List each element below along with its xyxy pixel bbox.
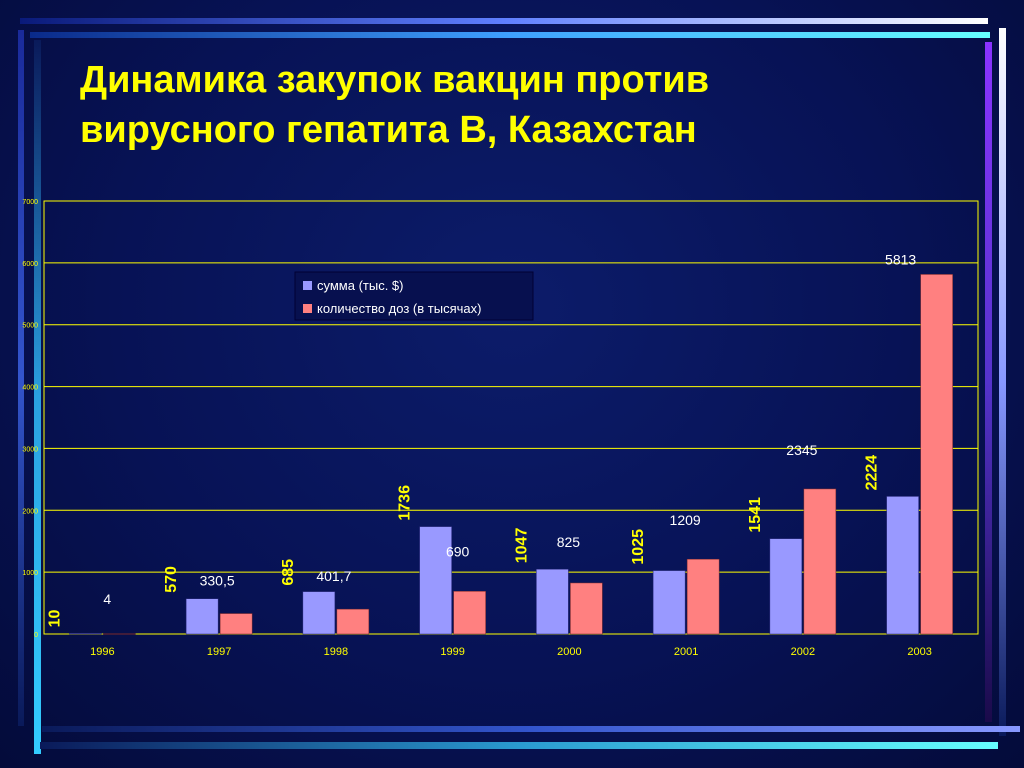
data-label-doses: 5813 [885, 251, 916, 267]
bar-sum [419, 526, 452, 635]
plot-area-frame [43, 200, 979, 635]
data-label-doses: 4 [103, 591, 111, 607]
bar-doses [920, 274, 953, 635]
frame-right-bar [985, 42, 992, 722]
frame-left-bar [18, 30, 24, 726]
bar-sum [652, 570, 686, 635]
y-tick-label: 4000 [22, 385, 38, 392]
legend-swatch-sum [303, 281, 312, 290]
y-tick-label: 2000 [22, 508, 38, 515]
y-tick-label: 0 [34, 632, 38, 639]
bar-sum [69, 633, 102, 635]
data-label-doses: 690 [446, 544, 470, 560]
x-tick-label: 2001 [674, 646, 698, 658]
frame-right-bar-2 [999, 28, 1006, 736]
data-label-sum: 1047 [513, 528, 530, 564]
bar-sum [769, 538, 803, 635]
bar-doses [570, 582, 603, 635]
data-label-sum: 570 [163, 566, 180, 593]
frame-bottom-bar [42, 726, 1020, 732]
data-label-doses: 2345 [786, 442, 817, 458]
data-label-sum: 685 [280, 559, 297, 586]
data-label-sum: 10 [46, 609, 63, 627]
bar-doses [453, 591, 486, 635]
data-label-sum: 1736 [397, 485, 414, 521]
x-tick-label: 1998 [324, 646, 348, 658]
x-tick-label: 2000 [557, 646, 581, 658]
data-label-doses: 401,7 [316, 568, 351, 584]
y-tick-label: 6000 [22, 261, 38, 268]
slide-title: Динамика закупок вакцин против вирусного… [80, 55, 900, 155]
legend-box [294, 271, 534, 321]
data-label-sum: 1025 [630, 529, 647, 565]
data-label-sum: 2224 [864, 455, 881, 491]
frame-top-bar [20, 18, 988, 24]
x-tick-label: 1996 [90, 646, 114, 658]
x-tick-label: 2003 [907, 646, 931, 658]
y-tick-label: 5000 [22, 323, 38, 330]
data-label-sum: 1541 [747, 497, 764, 533]
x-tick-label: 1997 [207, 646, 231, 658]
frame-bottom-bar-2 [40, 742, 998, 749]
bar-doses [219, 613, 253, 635]
bar-sum [185, 598, 219, 635]
y-tick-label: 1000 [22, 570, 38, 577]
x-tick-label: 2002 [791, 646, 815, 658]
title-line-2: вирусного гепатита В, Казахстан [80, 109, 697, 151]
title-line-1: Динамика закупок вакцин против [80, 59, 710, 101]
y-tick-label: 3000 [22, 446, 38, 453]
data-label-doses: 825 [557, 534, 581, 550]
data-label-doses: 330,5 [200, 573, 235, 589]
bar-doses [103, 633, 136, 635]
bar-doses [336, 608, 370, 635]
bar-sum [536, 568, 569, 635]
legend-label-doses: количество доз (в тысячах) [317, 301, 481, 316]
x-tick-label: 1999 [440, 646, 464, 658]
data-label-doses: 1209 [670, 512, 701, 528]
y-tick-label: 7000 [22, 199, 38, 206]
bar-sum [886, 496, 919, 635]
bar-sum [302, 591, 336, 635]
legend-swatch-doses [303, 304, 312, 313]
frame-top-bar-2 [30, 32, 990, 38]
legend-label-sum: сумма (тыс. $) [317, 278, 403, 293]
frame-left-bar-2 [34, 40, 41, 754]
bar-doses [686, 558, 720, 635]
bar-doses [803, 488, 837, 635]
